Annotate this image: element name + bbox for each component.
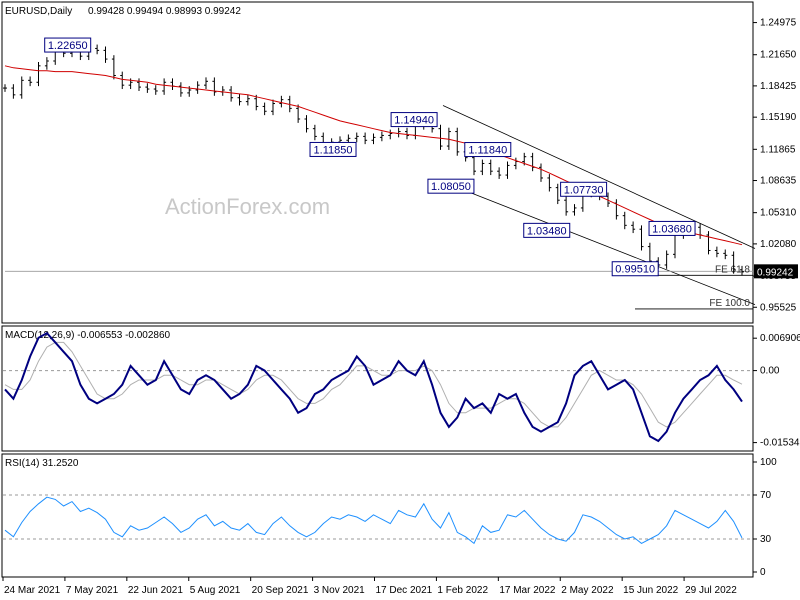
x-tick-label: 17 Mar 2022 [499, 585, 556, 596]
x-tick-label: 29 Jul 2022 [685, 585, 737, 596]
x-tick-label: 1 Feb 2022 [437, 585, 488, 596]
price-annotation: 1.03480 [523, 222, 571, 238]
date-x-axis: 24 Mar 2021 7 May 2021 22 Jun 2021 5 Aug 20… [2, 577, 737, 596]
price-panel: EURUSD,Daily 0.99428 0.99494 0.98993 0.9… [1, 1, 798, 324]
price-y-tick-label: 1.08635 [760, 176, 797, 187]
ohlc-label: 0.99428 0.99494 0.98993 0.99242 [88, 6, 241, 17]
macd-y-tick-label: 0.006906 [760, 333, 800, 344]
price-annotation-label: 1.07730 [564, 184, 604, 196]
x-tick-label: 3 Nov 2021 [314, 585, 366, 596]
watermark: ActionForex.com [165, 194, 330, 219]
price-annotations: 1.22650 1.11850 1.14940 1.11840 1.08050 1.077… [44, 37, 696, 277]
price-y-tick-label: 1.05310 [760, 208, 797, 219]
macd-title: MACD(12,26,9) -0.006553 -0.002860 [5, 330, 171, 341]
price-annotation: 1.14940 [390, 112, 438, 128]
fib-label: FE 100.0 [709, 298, 750, 309]
price-y-tick-label: 1.18425 [760, 81, 797, 92]
x-tick-label: 24 Mar 2021 [4, 585, 61, 596]
x-tick-label: 20 Sep 2021 [252, 585, 309, 596]
price-y-tick-label: 1.15190 [760, 112, 797, 123]
price-annotation: 1.11840 [464, 142, 512, 158]
x-tick-label: 17 Dec 2021 [376, 585, 433, 596]
x-tick-label: 7 May 2021 [66, 585, 119, 596]
price-annotation: 1.08050 [427, 178, 475, 194]
last-price-label: 0.99242 [757, 267, 794, 278]
rsi-title: RSI(14) 31.2520 [5, 458, 79, 469]
last-price-marker: 0.99242 [754, 264, 798, 279]
moving-average-line [4, 65, 743, 246]
price-annotation-label: 0.99510 [615, 264, 655, 276]
rsi-y-tick-label: 100 [760, 457, 777, 468]
fib-label: FE 61.8 [715, 264, 750, 275]
macd-signal-line [4, 341, 743, 428]
price-annotation: 1.07730 [560, 181, 608, 197]
symbol-label: EURUSD,Daily [5, 6, 72, 17]
price-annotation: 0.99510 [611, 261, 659, 277]
rsi-line [4, 496, 743, 545]
price-annotation-label: 1.11850 [314, 144, 353, 156]
rsi-y-tick-label: 30 [760, 534, 772, 545]
channel-upper-line [442, 105, 756, 249]
x-tick-label: 2 May 2022 [561, 585, 614, 596]
price-annotation: 1.22650 [44, 37, 92, 53]
rsi-y-tick-label: 70 [760, 490, 772, 501]
price-annotation-label: 1.22650 [48, 40, 88, 52]
last-price-box [754, 264, 798, 279]
rsi-y-axis: 100 70 30 0 [3, 457, 777, 578]
price-annotation-label: 1.14940 [394, 115, 434, 127]
price-y-tick-label: 1.11865 [760, 144, 796, 155]
macd-y-axis: 0.006906 0.00 -0.015348 [3, 333, 800, 449]
macd-y-tick-label: 0.00 [760, 366, 780, 377]
price-y-tick-label: 1.21650 [760, 50, 797, 61]
price-annotation-label: 1.03480 [527, 225, 567, 237]
x-tick-label: 22 Jun 2021 [128, 585, 183, 596]
channel-lower-line [442, 181, 756, 305]
price-y-tick-label: 0.95525 [760, 302, 797, 313]
rsi-y-tick-label: 0 [760, 567, 766, 578]
price-annotation: 1.03680 [648, 220, 696, 236]
price-annotation-label: 1.11840 [468, 145, 507, 157]
price-annotation: 1.11850 [309, 141, 357, 157]
price-y-tick-label: 1.24975 [760, 18, 797, 29]
price-annotation-label: 1.03680 [652, 223, 692, 235]
price-y-tick-label: 1.02080 [760, 239, 797, 250]
macd-y-tick-label: -0.015348 [760, 438, 800, 449]
x-tick-label: 15 Jun 2022 [623, 585, 678, 596]
rsi-panel: RSI(14) 31.2520 100 70 30 0 [1, 453, 777, 578]
price-annotation-label: 1.08050 [431, 181, 471, 193]
macd-panel: MACD(12,26,9) -0.006553 -0.002860 0.0069… [1, 325, 800, 452]
macd-line [4, 331, 743, 443]
x-tick-label: 5 Aug 2021 [190, 585, 241, 596]
